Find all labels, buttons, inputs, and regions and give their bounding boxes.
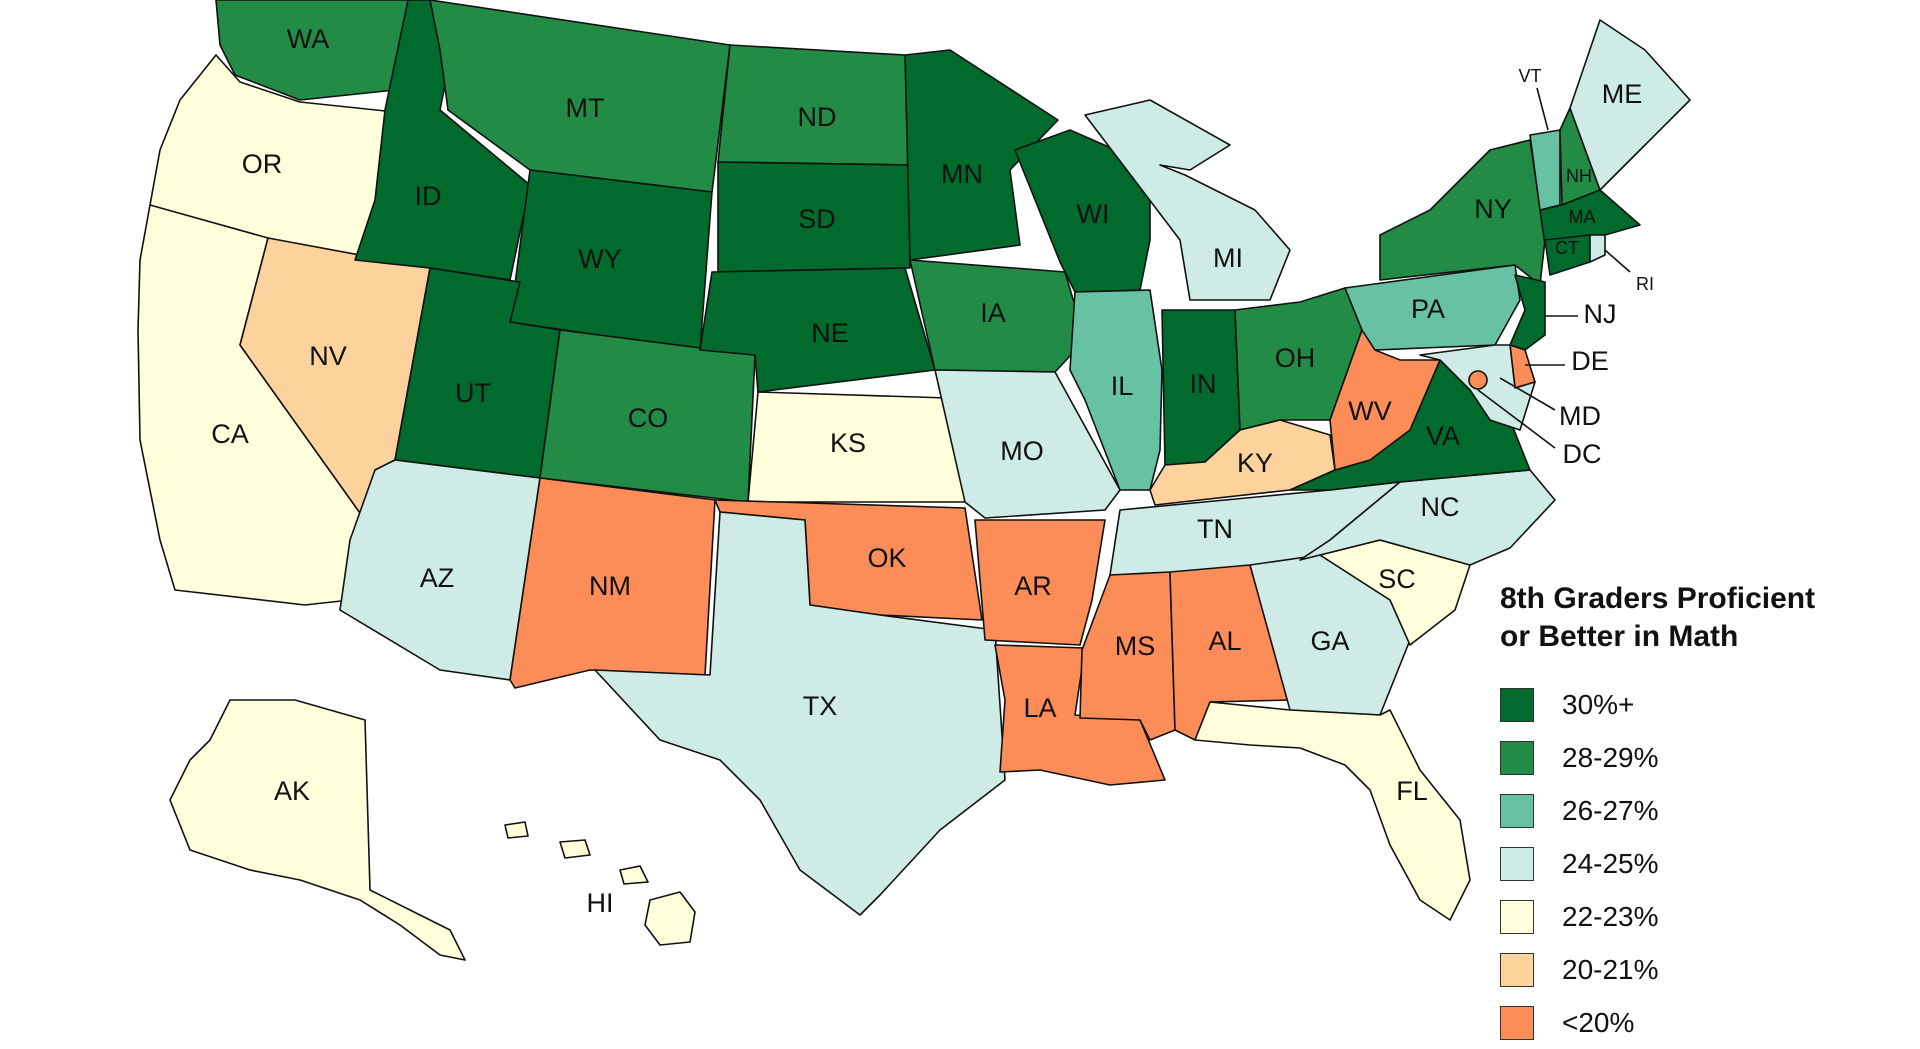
legend-title-line2: or Better in Math (1500, 620, 1739, 653)
us-choropleth-map: WA OR CA NV ID MT WY UT AZ CO NM ND SD N… (137, 0, 1691, 961)
state-ia (909, 259, 1086, 373)
label-ri: RI (1636, 274, 1654, 294)
label-ct: CT (1555, 238, 1579, 258)
label-il: IL (1111, 371, 1134, 401)
legend: 8th Graders Proficient or Better in Math… (1500, 580, 1900, 1049)
legend-label: 20-21% (1562, 953, 1659, 985)
leader-lines (1477, 87, 1631, 449)
legend-label: 30%+ (1562, 688, 1635, 720)
state-dc (1468, 370, 1488, 390)
legend-row: 22-23% (1500, 890, 1900, 943)
legend-row: 20-21% (1500, 943, 1900, 996)
label-co: CO (628, 403, 669, 433)
label-id: ID (415, 181, 442, 211)
state-ar (974, 519, 1106, 646)
state-shapes (137, 0, 1691, 961)
label-ny: NY (1474, 194, 1512, 224)
state-hi (504, 821, 696, 946)
state-mi (1084, 99, 1291, 301)
label-ms: MS (1115, 631, 1156, 661)
label-va: VA (1426, 421, 1460, 451)
state-ky (1149, 419, 1336, 506)
state-fl (1194, 701, 1471, 921)
state-la (994, 644, 1166, 786)
label-ak: AK (274, 776, 310, 806)
legend-label: <20% (1562, 1006, 1635, 1038)
state-tx (594, 511, 1006, 916)
label-mt: MT (566, 93, 605, 123)
label-az: AZ (420, 563, 455, 593)
label-ks: KS (830, 428, 866, 458)
label-sc: SC (1378, 564, 1416, 594)
label-nc: NC (1421, 492, 1460, 522)
state-ak (169, 699, 466, 961)
state-wi (1014, 129, 1151, 293)
label-mo: MO (1000, 436, 1044, 466)
legend-swatch (1500, 846, 1534, 881)
legend-swatch (1500, 740, 1534, 775)
legend-row: 24-25% (1500, 837, 1900, 890)
legend-row: 26-27% (1500, 784, 1900, 837)
legend-swatch (1500, 687, 1534, 722)
label-ar: AR (1014, 571, 1052, 601)
label-ca: CA (211, 419, 249, 449)
label-in: IN (1190, 369, 1217, 399)
label-wv: WV (1348, 396, 1392, 426)
legend-label: 28-29% (1562, 741, 1659, 773)
label-wi: WI (1077, 199, 1110, 229)
label-nj: NJ (1584, 299, 1617, 329)
state-nc (1299, 469, 1556, 566)
legend-title: 8th Graders Proficient or Better in Math (1500, 580, 1900, 656)
legend-swatch (1500, 793, 1534, 828)
label-tx: TX (803, 691, 838, 721)
label-nd: ND (798, 102, 837, 132)
label-tn: TN (1197, 514, 1233, 544)
label-ma: MA (1569, 207, 1596, 227)
legend-swatch (1500, 899, 1534, 934)
legend-row: 28-29% (1500, 731, 1900, 784)
label-la: LA (1023, 693, 1056, 723)
label-al: AL (1208, 626, 1241, 656)
label-pa: PA (1411, 294, 1445, 324)
label-ut: UT (455, 378, 491, 408)
label-ga: GA (1310, 626, 1349, 656)
legend-row: <20% (1500, 996, 1900, 1049)
state-sd (717, 161, 911, 273)
state-labels: WA OR CA NV ID MT WY UT AZ CO NM ND SD N… (211, 24, 1642, 918)
label-ky: KY (1237, 448, 1273, 478)
legend-swatch (1500, 952, 1534, 987)
small-state-labels: VT NH MA CT RI (1518, 66, 1654, 294)
label-mi: MI (1213, 243, 1243, 273)
label-me: ME (1602, 79, 1643, 109)
legend-row: 30%+ (1500, 678, 1900, 731)
label-ne: NE (811, 318, 849, 348)
label-ok: OK (867, 543, 906, 573)
label-wy: WY (578, 244, 622, 274)
legend-swatch (1500, 1005, 1534, 1040)
label-fl: FL (1396, 776, 1428, 806)
label-mn: MN (941, 159, 983, 189)
label-wa: WA (287, 24, 330, 54)
state-mo (934, 369, 1121, 519)
label-nm: NM (589, 571, 631, 601)
label-dc: DC (1563, 439, 1602, 469)
state-wa (215, 0, 409, 101)
legend-label: 26-27% (1562, 794, 1659, 826)
label-sd: SD (798, 204, 836, 234)
legend-label: 22-23% (1562, 900, 1659, 932)
legend-title-line1: 8th Graders Proficient (1500, 582, 1816, 615)
label-de: DE (1571, 346, 1609, 376)
label-nv: NV (309, 341, 347, 371)
label-md: MD (1559, 401, 1601, 431)
state-ri (1589, 234, 1606, 263)
label-vt: VT (1518, 66, 1541, 86)
label-or: OR (242, 149, 283, 179)
label-hi: HI (587, 888, 614, 918)
label-oh: OH (1275, 343, 1316, 373)
label-ia: IA (980, 298, 1006, 328)
label-nh: NH (1566, 166, 1592, 186)
legend-label: 24-25% (1562, 847, 1659, 879)
state-ny (1379, 139, 1546, 286)
